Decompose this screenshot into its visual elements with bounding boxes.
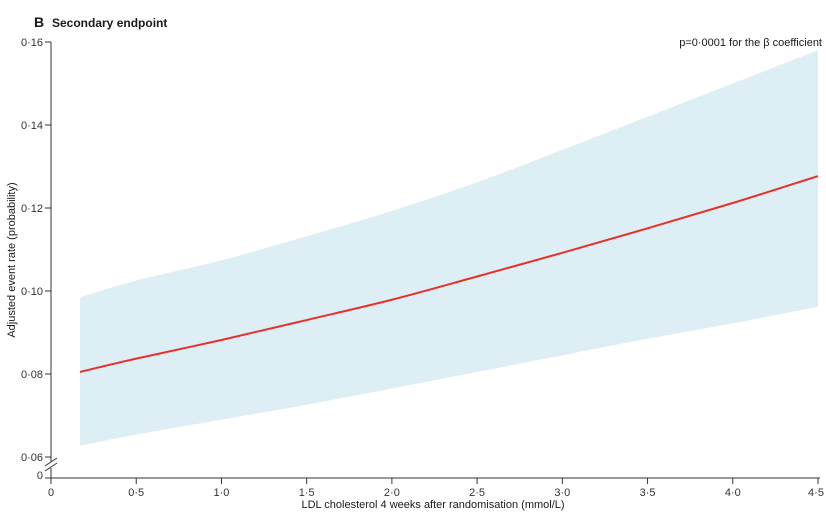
y-tick-label: 0·06 — [21, 452, 43, 464]
x-tick-label: 4·0 — [725, 487, 741, 499]
x-tick-label: 1·5 — [299, 487, 315, 499]
y-tick-label: 0·12 — [21, 203, 43, 215]
series-line-layer — [79, 175, 819, 373]
series-line — [79, 175, 819, 373]
x-tick-label: 4·5 — [808, 487, 824, 499]
p-value-annotation: p=0·0001 for the β coefficient — [679, 37, 822, 49]
x-axis-label: LDL cholesterol 4 weeks after randomisat… — [301, 499, 564, 511]
x-tick-label: 1·0 — [213, 487, 229, 499]
y-tick-label: 0·10 — [21, 286, 43, 298]
x-tick-label: 0 — [48, 487, 54, 499]
x-tick-label: 2·5 — [469, 487, 485, 499]
x-tick-label: 3·5 — [640, 487, 656, 499]
x-tick-label: 2·0 — [384, 487, 400, 499]
y-tick-label: 0·16 — [21, 37, 43, 49]
y-tick-label: 0·08 — [21, 369, 43, 381]
x-tick-label: 0·5 — [128, 487, 144, 499]
y-axis-break — [44, 457, 58, 472]
y-axis-label: Adjusted event rate (probability) — [6, 182, 18, 337]
x-tick-label: 3·0 — [554, 487, 570, 499]
confidence-band-layer — [79, 50, 819, 446]
panel-letter: B — [34, 14, 44, 30]
chart-title: Secondary endpoint — [52, 16, 167, 30]
y-tick-label-origin: 0 — [37, 470, 43, 482]
axes: 0·06 0·08 0·10 0·12 0·14 0·16 00 0·5 1·0 1·5 2·0 2·… — [21, 37, 824, 499]
y-tick-label: 0·14 — [21, 120, 43, 132]
confidence-band — [79, 50, 819, 446]
